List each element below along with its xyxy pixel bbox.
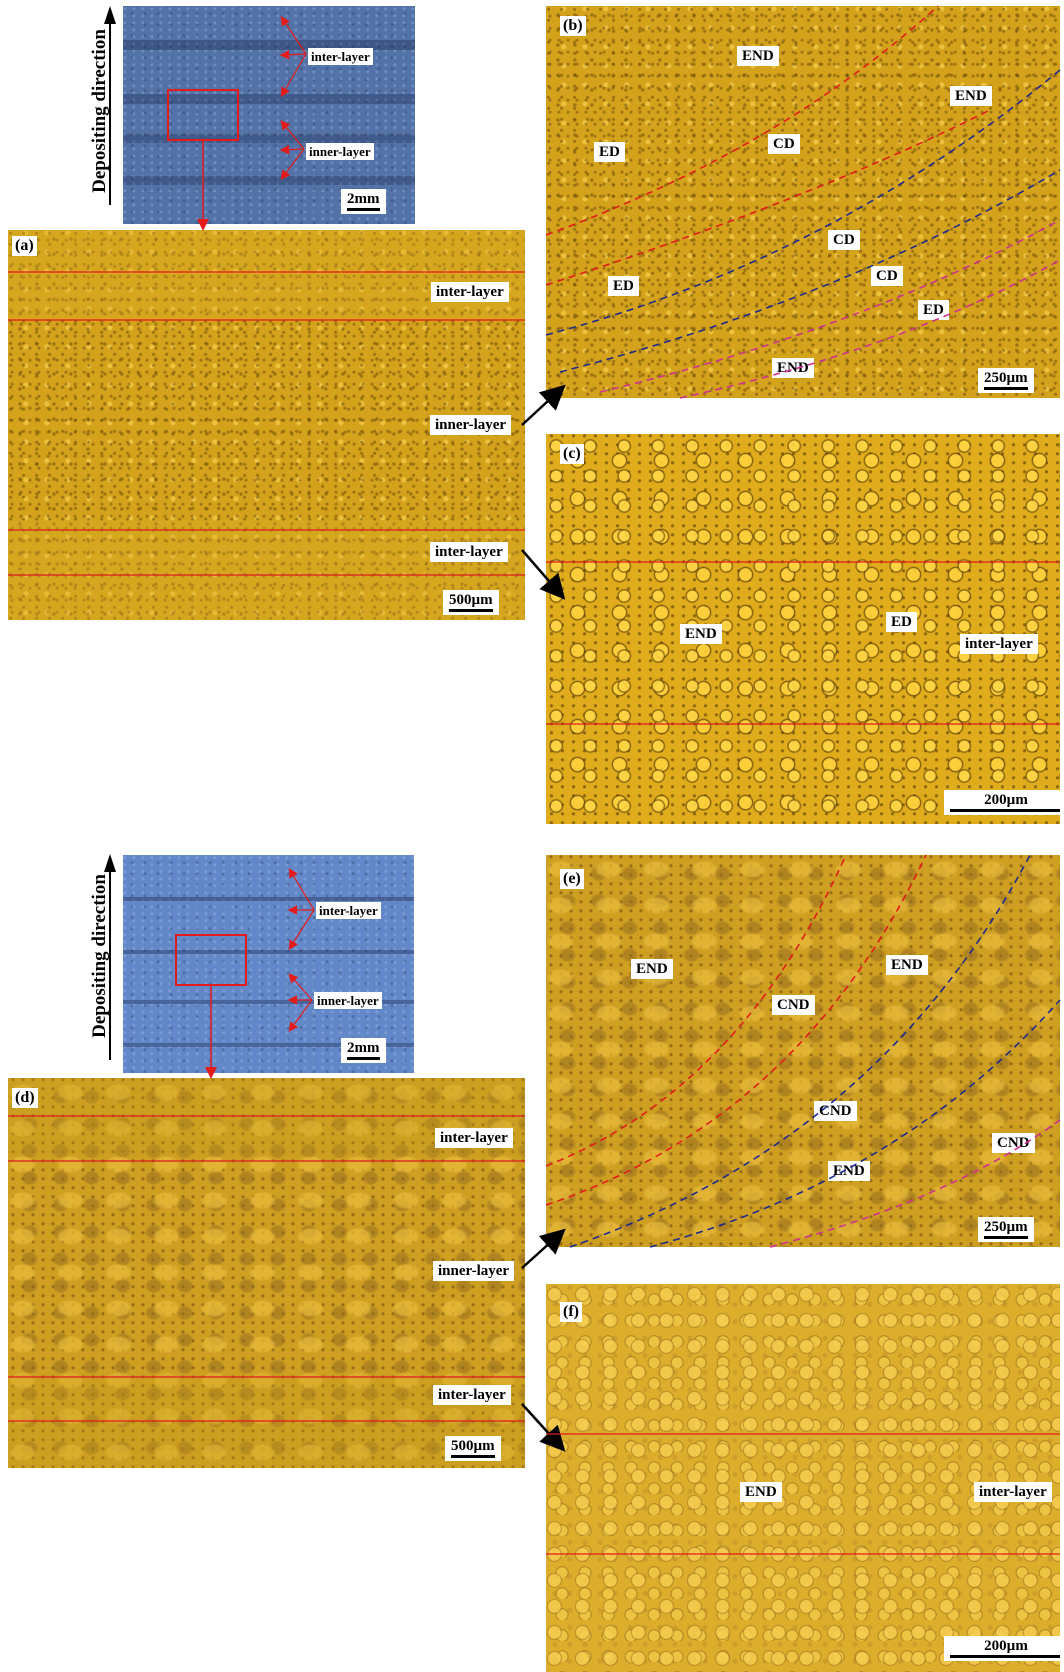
- macro-inter-label-bottom: inter-layer: [316, 902, 381, 919]
- scale-bar-macro-bottom: 2mm: [341, 1038, 386, 1063]
- macro-inner-label-top: inner-layer: [306, 143, 374, 160]
- phase-label-f1: END: [740, 1482, 782, 1502]
- micrograph-f: (f) END inter-layer 200µm: [546, 1284, 1060, 1672]
- label-inter-layer-a2: inter-layer: [430, 542, 508, 562]
- phase-label-b2: END: [950, 86, 992, 106]
- phase-label-b4: CD: [768, 134, 800, 154]
- scale-bar-f: 200µm: [944, 1636, 1060, 1661]
- scale-bar-a: 500µm: [443, 590, 499, 615]
- macro-inter-label-top: inter-layer: [308, 48, 373, 65]
- phase-label-b3: ED: [594, 142, 625, 162]
- scale-bar-c: 200µm: [944, 790, 1060, 815]
- macro-image-bottom: inter-layer inner-layer 2mm: [123, 855, 414, 1073]
- panel-tag-d: (d): [12, 1088, 38, 1108]
- label-inter-layer-a1: inter-layer: [431, 282, 509, 302]
- panel-tag-f: (f): [560, 1302, 582, 1322]
- scale-bar-b: 250µm: [978, 368, 1034, 393]
- phase-label-c3: inter-layer: [960, 634, 1038, 654]
- scale-bar-e: 250µm: [978, 1217, 1034, 1242]
- macro-image-top: inter-layer inner-layer 2mm: [123, 6, 415, 224]
- phase-label-b8: ED: [918, 300, 949, 320]
- panel-tag-c: (c): [560, 444, 584, 464]
- phase-label-e6: END: [828, 1161, 870, 1181]
- phase-label-b7: CD: [871, 266, 903, 286]
- phase-label-f2: inter-layer: [974, 1482, 1052, 1502]
- label-inter-layer-d2: inter-layer: [433, 1385, 511, 1405]
- phase-label-c2: ED: [886, 612, 917, 632]
- micrograph-c: (c) END ED inter-layer 200µm: [546, 434, 1060, 824]
- scale-bar-macro-top: 2mm: [341, 189, 386, 214]
- phase-label-e4: CND: [814, 1101, 857, 1121]
- phase-label-b1: END: [737, 46, 779, 66]
- panel-tag-e: (e): [560, 869, 584, 889]
- label-inner-layer-d: inner-layer: [433, 1261, 515, 1281]
- phase-label-e2: END: [886, 955, 928, 975]
- phase-label-c1: END: [680, 624, 722, 644]
- scale-bar-d: 500µm: [445, 1436, 501, 1461]
- phase-label-b5: CD: [828, 230, 860, 250]
- panel-tag-a: (a): [12, 236, 37, 256]
- label-inter-layer-d1: inter-layer: [435, 1128, 513, 1148]
- macro-inner-label-bottom: inner-layer: [314, 992, 382, 1009]
- phase-label-e1: END: [631, 959, 673, 979]
- panel-tag-b: (b): [560, 16, 586, 36]
- phase-label-e5: CND: [992, 1133, 1035, 1153]
- micrograph-e: (e) END END CND CND CND END 250µm: [546, 855, 1060, 1247]
- phase-label-b6: ED: [608, 276, 639, 296]
- micrograph-b: (b) END END ED CD CD ED CD ED END 250µm: [546, 6, 1060, 398]
- micrograph-d: (d) inter-layer inner-layer inter-layer …: [8, 1078, 525, 1468]
- phase-label-e3: CND: [772, 995, 815, 1015]
- label-inner-layer-a: inner-layer: [430, 415, 512, 435]
- micrograph-a: (a) inter-layer inner-layer inter-layer …: [8, 230, 525, 620]
